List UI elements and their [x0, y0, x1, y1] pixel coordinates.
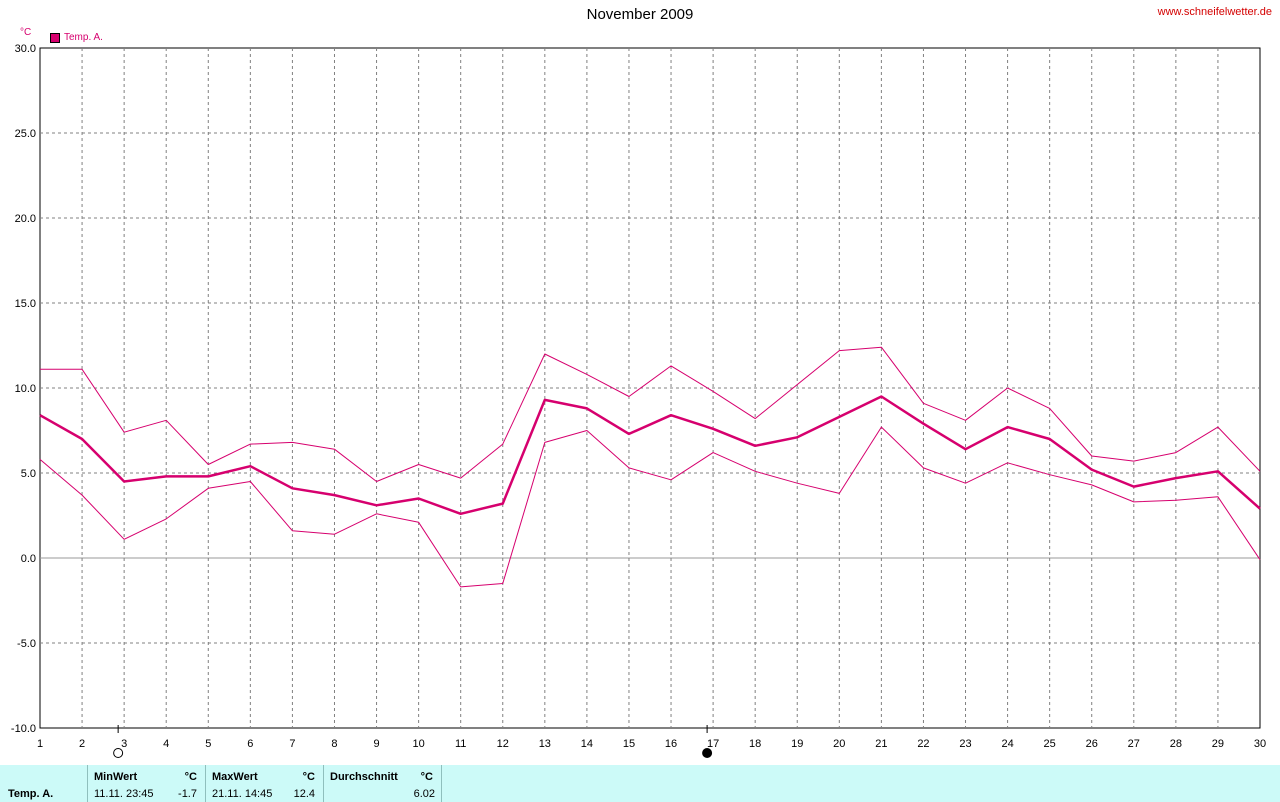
- x-tick-label: 19: [791, 738, 803, 750]
- legend-swatch: [50, 32, 60, 43]
- stats-row-label-cell: Temp. A.: [0, 765, 88, 802]
- avg-unit: °C: [420, 771, 433, 783]
- x-tick-label: 11: [455, 738, 466, 750]
- y-tick-label: 25.0: [15, 128, 36, 140]
- series-line-max: [40, 346, 1261, 482]
- min-date: 11.11. 23:45: [94, 788, 154, 800]
- x-tick-label: 6: [247, 738, 253, 750]
- x-tick-label: 29: [1212, 738, 1224, 750]
- x-tick-label: 26: [1086, 738, 1098, 750]
- x-tick-label: 18: [749, 738, 761, 750]
- x-tick-label: 22: [917, 738, 929, 750]
- legend-label: Temp. A.: [64, 32, 103, 43]
- min-value: -1.7: [178, 788, 197, 800]
- stats-avg-cell: Durchschnitt °C 6.02: [324, 765, 442, 802]
- x-tick-label: 8: [331, 738, 337, 750]
- x-tick-label: 9: [373, 738, 379, 750]
- stats-min-cell: MinWert °C 11.11. 23:45 -1.7: [88, 765, 206, 802]
- x-tick-label: 3: [121, 738, 127, 750]
- series-line-mean: [39, 395, 1261, 516]
- x-tick-label: 23: [959, 738, 971, 750]
- x-tick-label: 17: [707, 738, 719, 750]
- y-tick-label: 15.0: [15, 298, 36, 310]
- x-tick-label: 28: [1170, 738, 1182, 750]
- full-moon-marker: [113, 748, 124, 758]
- max-date: 21.11. 14:45: [212, 788, 273, 800]
- x-tick-label: 30: [1254, 738, 1266, 750]
- x-tick-label: 16: [665, 738, 677, 750]
- y-tick-label: 10.0: [15, 383, 36, 395]
- max-unit: °C: [302, 771, 315, 783]
- x-tick-label: 12: [497, 738, 509, 750]
- x-tick-label: 20: [833, 738, 845, 750]
- y-tick-label: -5.0: [17, 638, 36, 650]
- min-header: MinWert: [94, 771, 138, 783]
- x-tick-label: 14: [581, 738, 593, 750]
- y-tick-label: 20.0: [15, 213, 36, 225]
- new-moon-marker: [702, 748, 713, 758]
- stats-table: Temp. A. MinWert °C 11.11. 23:45 -1.7 Ma…: [0, 765, 1280, 802]
- x-tick-label: 27: [1128, 738, 1140, 750]
- y-tick-label: 0.0: [21, 553, 36, 565]
- stats-max-cell: MaxWert °C 21.11. 14:45 12.4: [206, 765, 324, 802]
- x-tick-label: 1: [37, 738, 43, 750]
- x-tick-label: 13: [539, 738, 551, 750]
- x-tick-label: 5: [205, 738, 211, 750]
- max-value: 12.4: [293, 788, 315, 800]
- series-line-min: [39, 426, 1261, 588]
- legend: Temp. A.: [50, 32, 103, 43]
- avg-value: 6.02: [413, 788, 435, 800]
- min-unit: °C: [184, 771, 197, 783]
- y-tick-label: 5.0: [21, 468, 36, 480]
- x-tick-label: 24: [1001, 738, 1013, 750]
- x-tick-label: 15: [623, 738, 635, 750]
- chart-title: November 2009: [586, 6, 694, 23]
- x-tick-label: 21: [875, 738, 887, 750]
- avg-header: Durchschnitt: [330, 771, 398, 783]
- stats-row-label: Temp. A.: [8, 788, 54, 800]
- x-tick-label: 25: [1044, 738, 1056, 750]
- x-tick-label: 10: [412, 738, 424, 750]
- site-url: www.schneifelwetter.de: [1157, 6, 1272, 18]
- y-axis-unit: °C: [20, 27, 32, 38]
- y-tick-label: -10.0: [11, 723, 36, 735]
- y-tick-label: 30.0: [15, 43, 36, 55]
- x-tick-label: 4: [163, 738, 169, 750]
- max-header: MaxWert: [212, 771, 258, 783]
- x-tick-label: 2: [79, 738, 85, 750]
- x-tick-label: 7: [289, 738, 295, 750]
- temperature-chart: 30.025.020.015.010.05.00.0-5.0-10.01 2 3 4 5…: [11, 43, 1266, 758]
